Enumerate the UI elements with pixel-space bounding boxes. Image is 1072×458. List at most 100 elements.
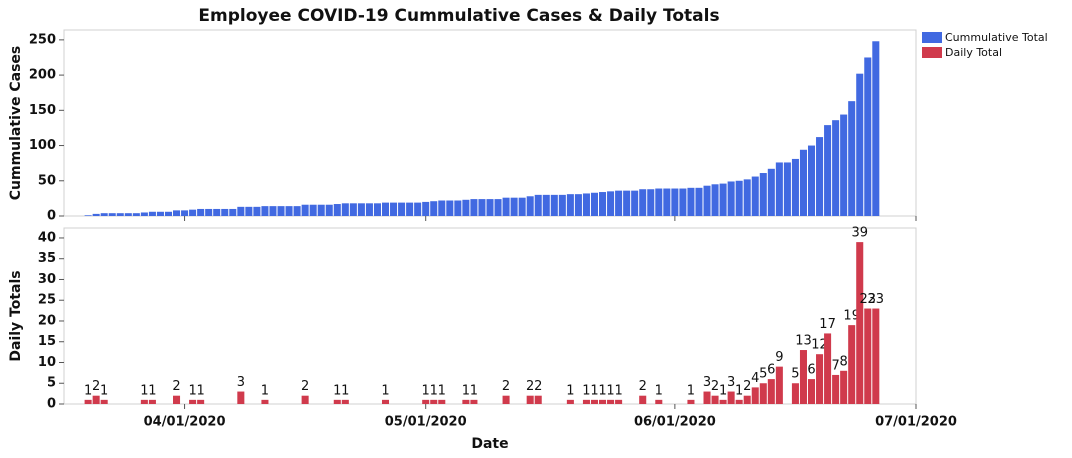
bar xyxy=(132,213,140,216)
bar xyxy=(430,399,438,404)
bar xyxy=(293,206,301,216)
data-label: 5 xyxy=(791,367,799,382)
bar xyxy=(791,383,799,404)
y-tick-label: 35 xyxy=(38,251,56,266)
bar xyxy=(679,188,687,216)
bar xyxy=(229,208,237,216)
bar xyxy=(237,391,245,404)
bar xyxy=(309,204,317,216)
y-tick-label: 0 xyxy=(47,397,56,412)
bar xyxy=(582,399,590,404)
bar xyxy=(140,399,148,404)
data-label: 1 xyxy=(188,383,196,398)
data-label: 2 xyxy=(301,379,309,394)
bar xyxy=(446,200,454,216)
bar xyxy=(639,189,647,216)
bar xyxy=(864,57,872,217)
bar xyxy=(100,399,108,404)
data-label: 1 xyxy=(598,383,606,398)
bar xyxy=(607,191,615,216)
bar xyxy=(381,202,390,216)
data-label: 2 xyxy=(534,379,542,394)
bar xyxy=(775,366,783,404)
bar xyxy=(799,350,807,404)
bar xyxy=(599,399,607,404)
bar xyxy=(478,199,486,216)
data-label: 1 xyxy=(655,383,663,398)
bar xyxy=(566,399,574,404)
data-label: 1 xyxy=(438,383,446,398)
bar xyxy=(349,203,357,216)
bar xyxy=(454,200,462,216)
data-label: 2 xyxy=(526,379,534,394)
bar xyxy=(703,185,711,216)
bar xyxy=(341,203,349,216)
data-label: 1 xyxy=(590,383,598,398)
bar xyxy=(124,213,132,216)
y-tick-label: 20 xyxy=(38,313,56,328)
bar xyxy=(727,181,735,216)
y-tick-label: 0 xyxy=(47,209,56,224)
y-tick-label: 50 xyxy=(38,173,56,188)
data-label: 1 xyxy=(719,383,727,398)
bar xyxy=(189,209,197,216)
y-axis-label: Cummulative Cases xyxy=(8,46,24,201)
bar xyxy=(743,395,751,404)
bar xyxy=(414,202,422,216)
bar xyxy=(743,179,751,216)
bar xyxy=(872,41,880,216)
x-tick-label: 07/01/2020 xyxy=(875,415,957,430)
bar xyxy=(381,399,390,404)
bar xyxy=(221,208,229,216)
legend-label: Cummulative Total xyxy=(945,31,1048,44)
bar xyxy=(470,399,478,404)
bar xyxy=(301,395,309,404)
bar xyxy=(558,194,566,216)
data-label: 17 xyxy=(819,317,836,332)
bar xyxy=(502,395,510,404)
bar xyxy=(631,190,639,216)
bar xyxy=(422,399,430,404)
data-label: 1 xyxy=(582,383,590,398)
bar xyxy=(173,210,181,216)
bar xyxy=(438,200,446,216)
data-label: 1 xyxy=(84,383,92,398)
bar xyxy=(735,180,743,216)
bar xyxy=(140,212,148,216)
y-tick-label: 5 xyxy=(47,376,56,391)
data-label: 1 xyxy=(470,383,478,398)
data-label: 23 xyxy=(860,292,877,307)
y-tick-label: 10 xyxy=(38,355,56,370)
bar xyxy=(430,201,438,216)
bar xyxy=(767,379,775,404)
data-label: 1 xyxy=(100,383,108,398)
bar xyxy=(261,399,269,404)
bar xyxy=(566,194,574,216)
data-label: 4 xyxy=(751,371,759,386)
y-tick-label: 15 xyxy=(38,334,56,349)
bar xyxy=(848,101,856,216)
data-label: 1 xyxy=(462,383,470,398)
data-label: 2 xyxy=(639,379,647,394)
bar xyxy=(655,188,663,216)
bar xyxy=(799,149,807,216)
bar xyxy=(173,395,181,404)
x-tick-label: 05/01/2020 xyxy=(385,415,467,430)
bar xyxy=(719,399,727,404)
data-label: 1 xyxy=(341,383,349,398)
bar xyxy=(462,399,470,404)
bar xyxy=(84,399,92,404)
bar xyxy=(751,176,759,216)
bar xyxy=(438,399,446,404)
bar xyxy=(615,190,623,216)
bar xyxy=(655,399,663,404)
data-label: 1 xyxy=(566,383,574,398)
bar xyxy=(832,374,840,404)
bar xyxy=(205,208,213,216)
bar xyxy=(711,184,719,216)
y-tick-label: 25 xyxy=(38,293,56,308)
chart-title: Employee COVID-19 Cummulative Cases & Da… xyxy=(198,6,719,26)
bar xyxy=(341,399,349,404)
bar xyxy=(542,194,550,216)
